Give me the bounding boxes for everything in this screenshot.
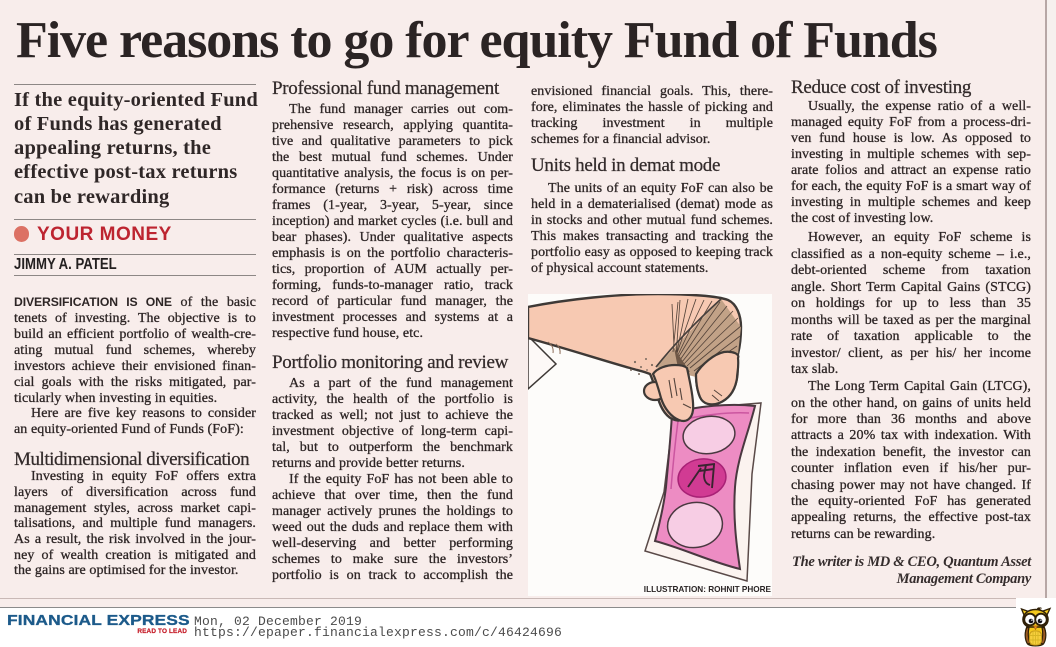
svg-text:ILLUSTRATION: ROHNIT PHORE: ILLUSTRATION: ROHNIT PHORE [644,585,772,594]
